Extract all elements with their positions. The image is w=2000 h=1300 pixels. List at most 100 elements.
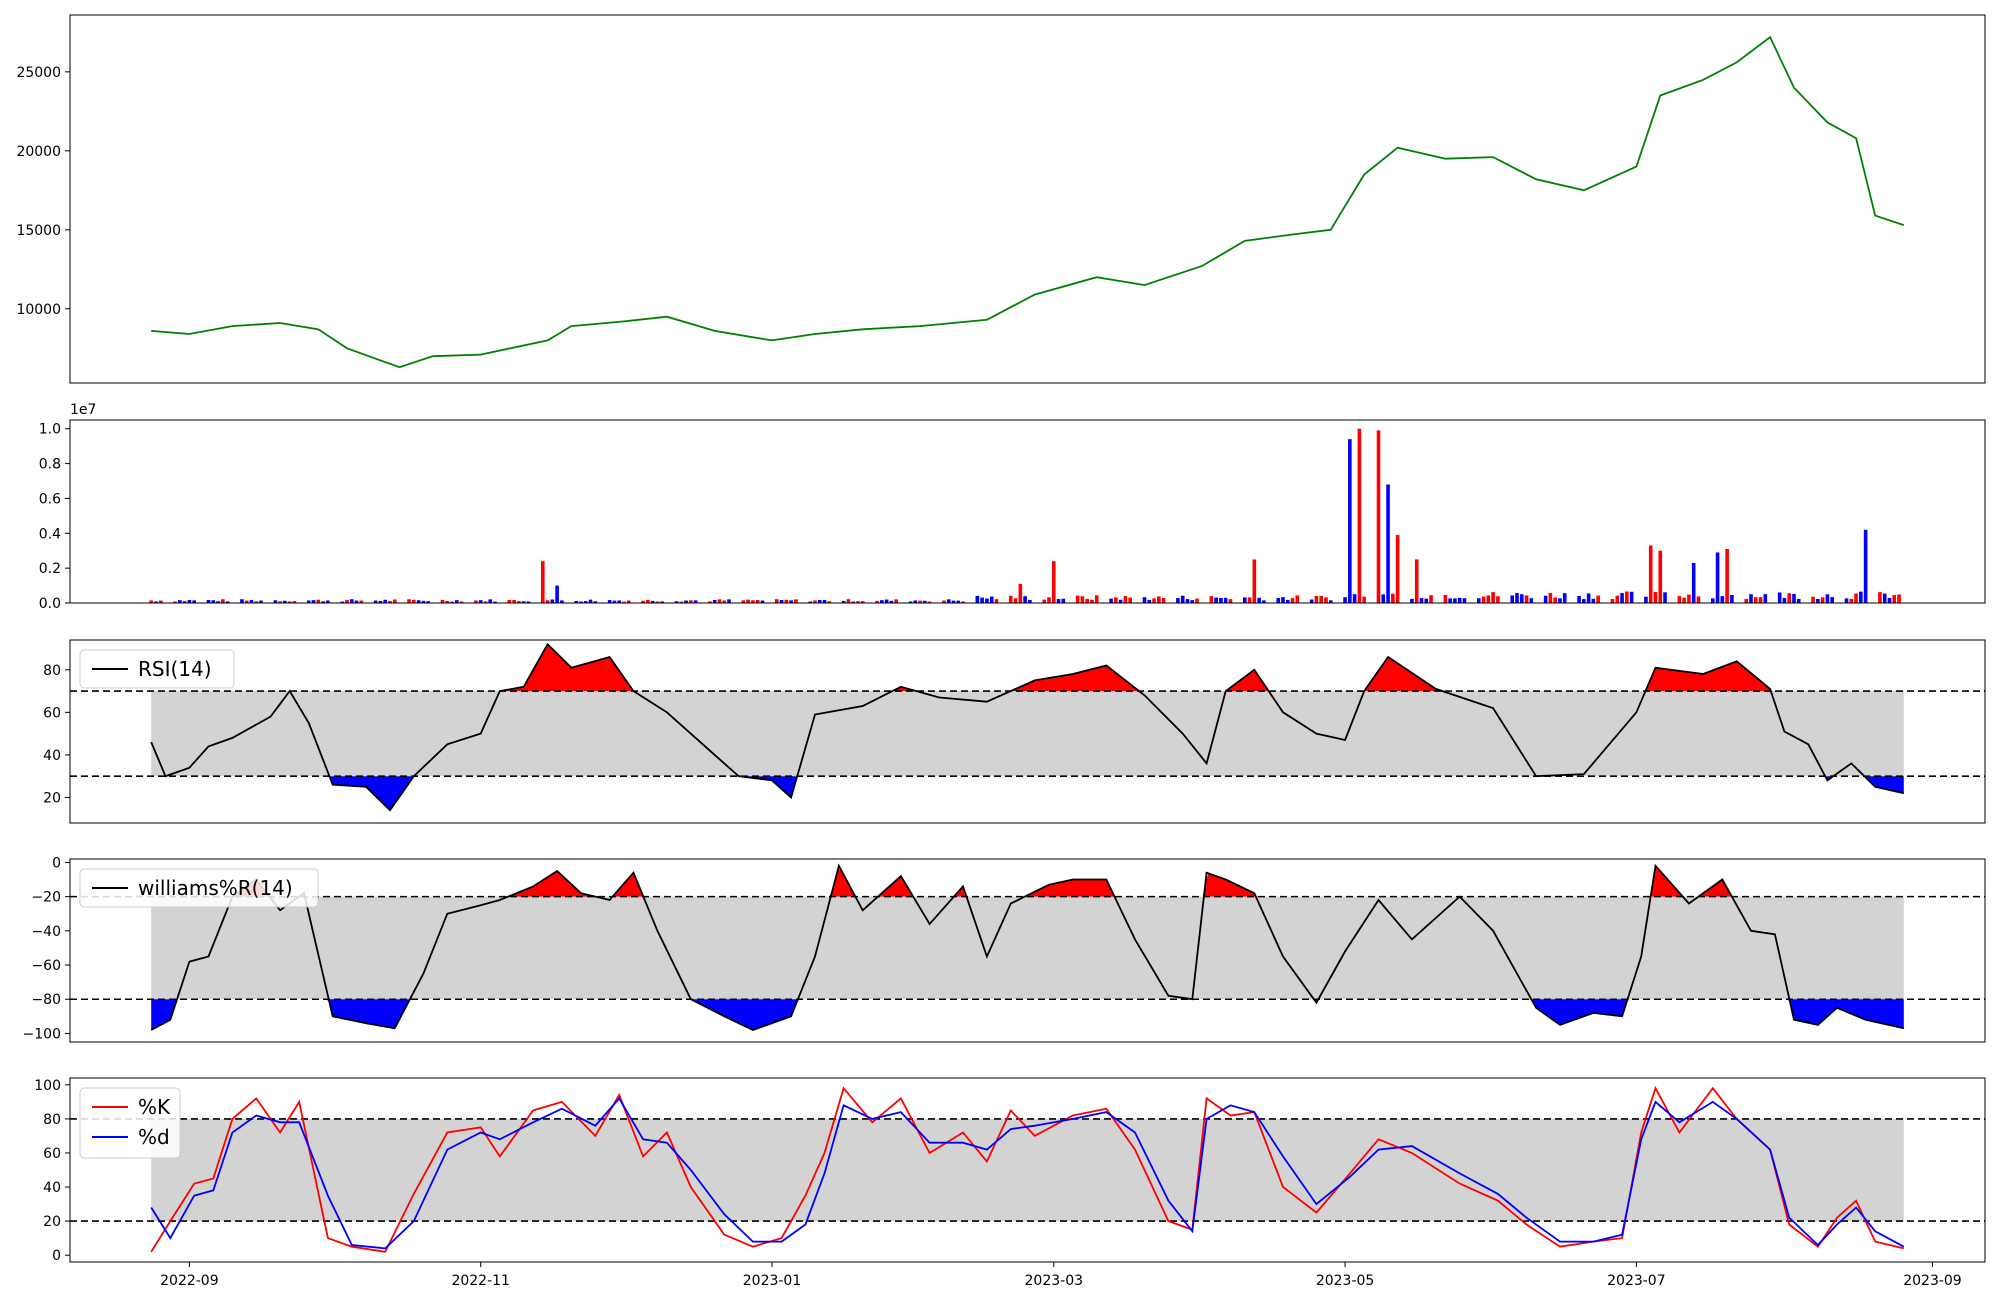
volume-bar <box>1085 598 1089 603</box>
volume-bar <box>187 599 192 603</box>
volume-bar <box>1319 595 1323 603</box>
volume-bar <box>1328 600 1333 603</box>
volume-bar <box>306 600 311 603</box>
x-axis: 2022-09 2022-11 2023-01 2023-03 2023-05 2023-… <box>160 1262 1962 1289</box>
volume-bar <box>1691 562 1696 603</box>
volume-bar <box>1180 595 1185 603</box>
volume-bar <box>1075 595 1080 603</box>
volume-bar <box>1625 591 1629 603</box>
y-tick-label: 20 <box>43 1214 61 1230</box>
volume-bar <box>1887 598 1892 603</box>
volume-bar <box>913 600 918 603</box>
volume-bar <box>1744 599 1749 603</box>
volume-bar <box>579 601 583 603</box>
volume-bar <box>1620 593 1624 603</box>
volume-bar <box>1615 595 1620 603</box>
volume-bar <box>1529 598 1534 603</box>
rsi-panel: 20 40 60 80 RSI(14) <box>43 639 1986 824</box>
volume-bar <box>860 601 865 603</box>
volume-bar <box>1324 597 1328 603</box>
volume-bar <box>679 601 684 603</box>
neutral-band <box>151 691 1904 777</box>
legend: %K %d <box>79 1087 181 1159</box>
plot-frame <box>69 639 1986 824</box>
volume-bar <box>1658 550 1663 603</box>
volume-bar <box>416 600 421 603</box>
volume-bar <box>1777 592 1782 603</box>
volume-bar <box>674 601 679 603</box>
neutral-band <box>151 896 1904 1000</box>
volume-bar <box>1892 595 1897 603</box>
volume-bar <box>1897 594 1901 603</box>
volume-bar <box>1515 592 1519 603</box>
volume-bar <box>1753 597 1758 603</box>
volume-bar <box>918 600 922 603</box>
volume-bar <box>1414 559 1419 603</box>
volume-bar <box>942 600 946 603</box>
volume-bar <box>951 600 956 603</box>
volume-bar <box>1491 592 1495 603</box>
volume-bar <box>841 600 846 603</box>
x-tick-label: 2023-01 <box>743 1273 802 1289</box>
volume-bar <box>588 599 593 603</box>
y-tick-label: −80 <box>31 992 61 1008</box>
overbought-fill <box>151 645 1904 692</box>
volume-bar <box>1715 552 1720 603</box>
volume-bar <box>1653 591 1658 603</box>
volume-bar <box>1285 599 1290 603</box>
volume-bar <box>717 599 722 603</box>
volume-bar <box>206 599 211 603</box>
volume-bar <box>1429 595 1433 603</box>
y-tick-label: 0.8 <box>39 457 61 473</box>
volume-bar <box>1147 599 1152 603</box>
volume-bar <box>1314 595 1319 603</box>
volume-bar <box>1548 592 1553 603</box>
volume-bar <box>1816 598 1820 603</box>
y-tick-label: 0.4 <box>39 526 61 542</box>
volume-bar <box>1008 595 1013 603</box>
y-tick-label: 25000 <box>16 65 61 81</box>
volume-bar <box>1453 598 1457 603</box>
y-tick-label: −60 <box>31 958 61 974</box>
volume-bar <box>483 601 488 603</box>
volume-bar <box>961 601 965 603</box>
volume-scale-label: 1e7 <box>70 402 96 418</box>
volume-bar <box>927 601 932 603</box>
volume-bar <box>1142 597 1147 603</box>
volume-panel: 0.0 0.2 0.4 0.6 0.8 1.0 1e7 <box>39 402 1986 612</box>
volume-bar <box>808 601 813 603</box>
volume-bar <box>507 599 512 603</box>
volume-bar <box>478 600 483 603</box>
volume-bar <box>1696 596 1701 603</box>
volume-bar <box>1486 595 1491 603</box>
volume-bar <box>388 600 392 603</box>
williams-panel: 0 −20 −40 −60 −80 −100 williams%R(14) <box>23 855 1986 1043</box>
overbought-fill <box>151 865 1904 897</box>
volume-bar <box>1443 594 1448 603</box>
volume-bar <box>1410 598 1414 603</box>
volume-bar <box>445 600 450 603</box>
volume-bar <box>349 599 354 603</box>
plot-frame <box>69 14 1986 384</box>
volume-bar <box>283 600 287 603</box>
volume-bar <box>1114 597 1118 603</box>
volume-bar <box>521 601 526 603</box>
volume-bar <box>923 600 927 603</box>
volume-bar <box>149 600 153 603</box>
volume-bar <box>1796 598 1801 603</box>
volume-bar <box>1424 598 1429 603</box>
volume-bar <box>856 601 860 603</box>
volume-bar <box>646 599 650 603</box>
volume-bar <box>273 600 278 603</box>
volume-bar <box>1185 599 1190 603</box>
volume-bar <box>1051 561 1056 603</box>
volume-bar <box>240 599 244 603</box>
plot-frame <box>69 858 1986 1043</box>
volume-bar <box>455 600 459 603</box>
volume-bar <box>373 600 378 603</box>
volume-bar <box>1820 597 1825 603</box>
volume-bar <box>1023 596 1027 603</box>
volume-bar <box>617 600 621 603</box>
volume-bar <box>751 600 755 603</box>
volume-bar <box>1128 597 1132 603</box>
